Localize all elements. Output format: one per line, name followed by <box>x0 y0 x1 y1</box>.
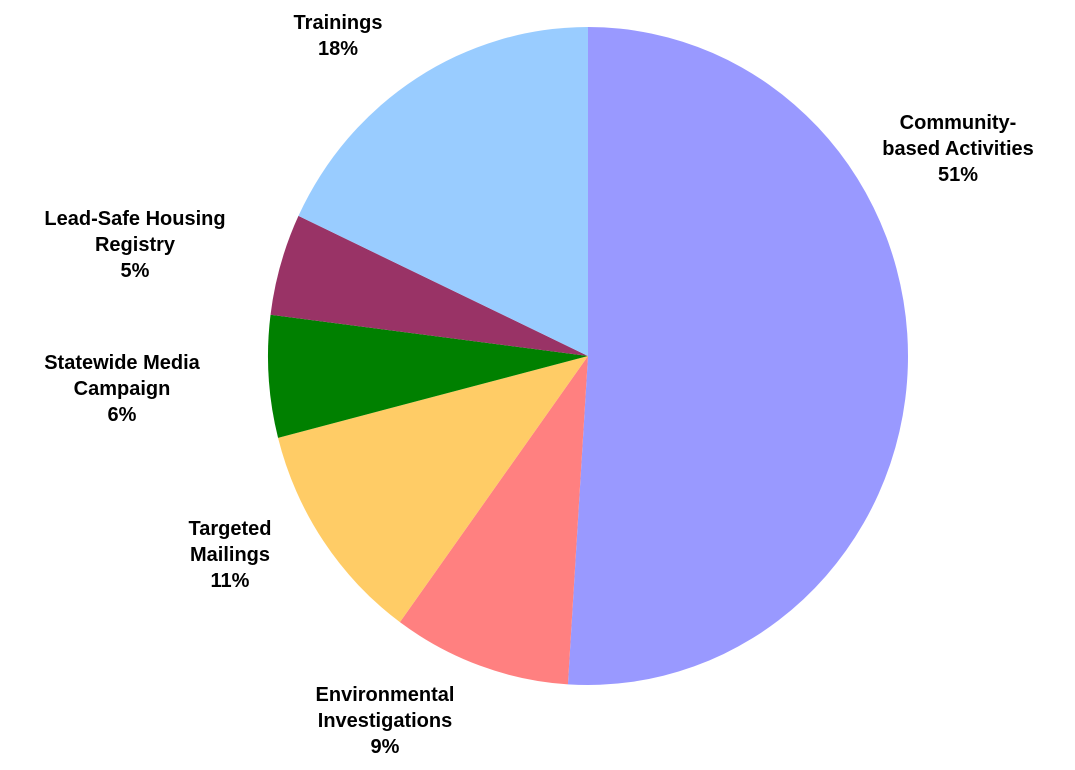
pie-slice <box>270 215 588 356</box>
slice-label: Lead-Safe Housing Registry 5% <box>44 206 225 284</box>
category-label: Lead-Safe Housing Registry <box>44 208 226 256</box>
slice-label: Statewide Media Campaign 6% <box>44 350 200 428</box>
slice-label: Environmental Investigations 9% <box>316 682 455 760</box>
slice-label: Targeted Mailings 11% <box>189 516 272 594</box>
pie-slice <box>278 356 588 623</box>
category-label: Environmental Investigations <box>315 684 455 732</box>
value-label: 9% <box>370 736 400 758</box>
category-label: Community- based Activities <box>882 112 1034 160</box>
value-label: 18% <box>317 38 359 60</box>
slice-label: Trainings 18% <box>294 10 383 62</box>
pie-slice <box>268 314 588 438</box>
value-label: 51% <box>937 164 979 186</box>
category-label: Trainings <box>293 12 383 34</box>
category-label: Targeted Mailings <box>188 518 272 566</box>
pie-slice <box>399 356 588 685</box>
value-label: 11% <box>210 570 250 592</box>
value-label: 5% <box>120 260 150 282</box>
pie-slice <box>298 27 588 356</box>
value-label: 6% <box>107 404 137 426</box>
slice-label: Community- based Activities 51% <box>882 110 1034 188</box>
category-label: Statewide Media Campaign <box>44 352 200 400</box>
pie-slice <box>567 27 909 685</box>
